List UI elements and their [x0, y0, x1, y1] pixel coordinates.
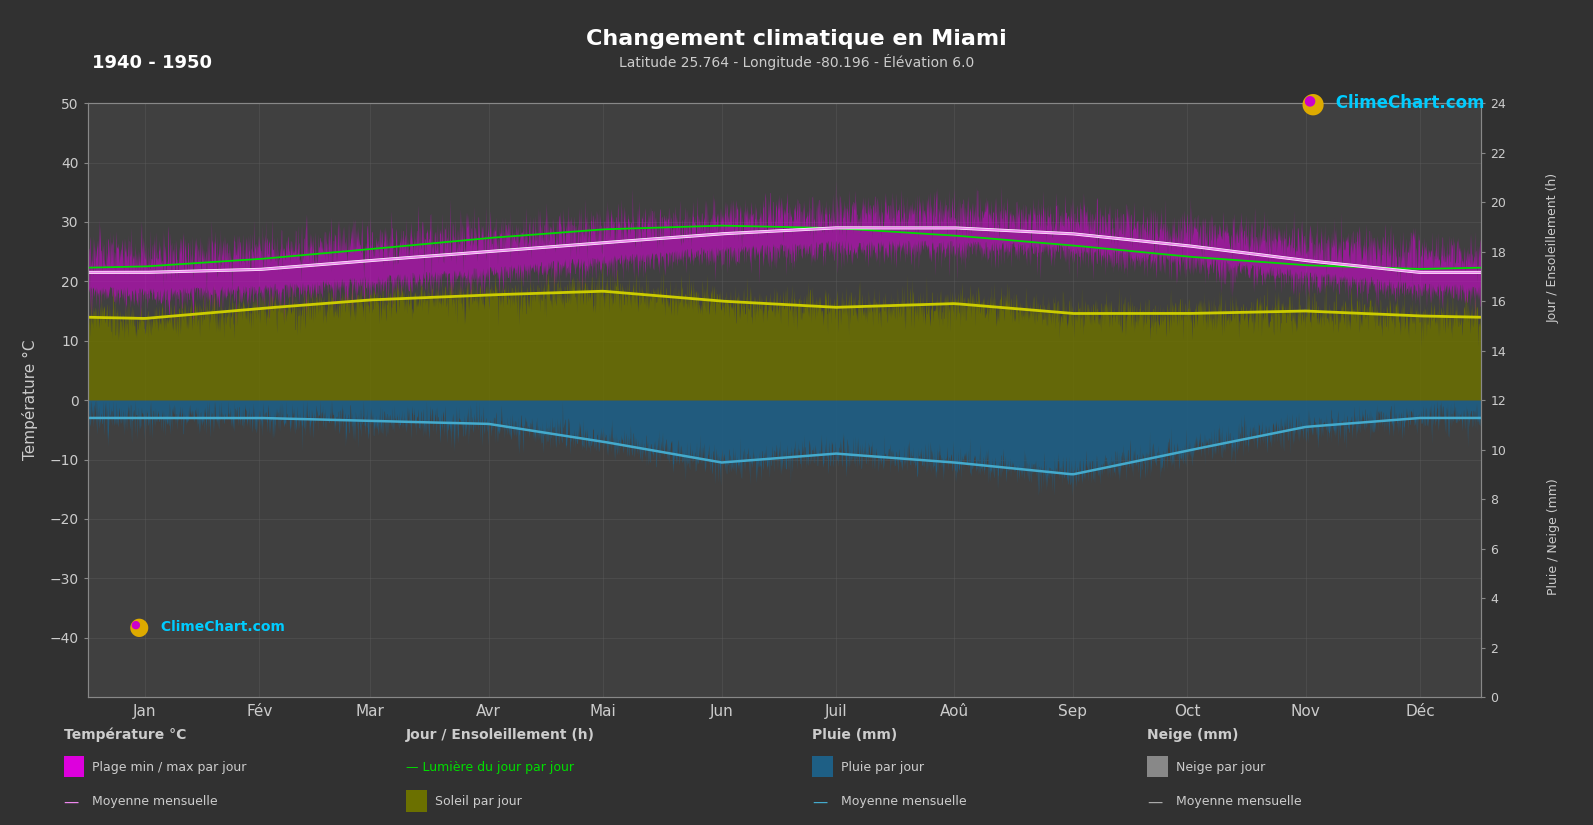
Text: —: — [812, 794, 828, 809]
Text: Jour / Ensoleillement (h): Jour / Ensoleillement (h) [1547, 172, 1560, 323]
Text: Température °C: Température °C [64, 728, 186, 742]
Text: ●: ● [1300, 89, 1325, 117]
Text: Neige (mm): Neige (mm) [1147, 728, 1238, 742]
Text: Jour / Ensoleillement (h): Jour / Ensoleillement (h) [406, 728, 596, 742]
Text: Moyenne mensuelle: Moyenne mensuelle [1176, 795, 1301, 808]
Text: —: — [64, 794, 80, 809]
Text: ●: ● [131, 620, 140, 629]
Text: 1940 - 1950: 1940 - 1950 [92, 54, 212, 72]
Text: Pluie (mm): Pluie (mm) [812, 728, 898, 742]
Text: Pluie / Neige (mm): Pluie / Neige (mm) [1547, 478, 1560, 595]
Y-axis label: Température °C: Température °C [22, 340, 38, 460]
Text: Neige par jour: Neige par jour [1176, 761, 1265, 774]
Text: Changement climatique en Miami: Changement climatique en Miami [586, 29, 1007, 49]
Text: Pluie par jour: Pluie par jour [841, 761, 924, 774]
Text: ●: ● [1303, 94, 1316, 107]
Text: Plage min / max par jour: Plage min / max par jour [92, 761, 247, 774]
Text: ●: ● [129, 615, 148, 639]
Text: Moyenne mensuelle: Moyenne mensuelle [92, 795, 218, 808]
Text: Moyenne mensuelle: Moyenne mensuelle [841, 795, 967, 808]
Text: — Lumière du jour par jour: — Lumière du jour par jour [406, 761, 573, 774]
Text: —: — [1147, 794, 1163, 809]
Text: ClimeChart.com: ClimeChart.com [1330, 94, 1485, 112]
Text: ClimeChart.com: ClimeChart.com [156, 620, 285, 634]
Text: Latitude 25.764 - Longitude -80.196 - Élévation 6.0: Latitude 25.764 - Longitude -80.196 - Él… [618, 54, 975, 69]
Text: Soleil par jour: Soleil par jour [435, 795, 521, 808]
